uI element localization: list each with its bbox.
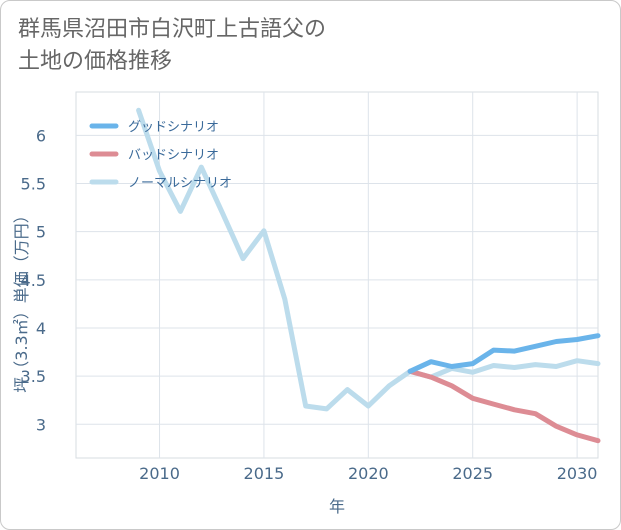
y-tick-label: 3.5: [21, 367, 46, 386]
series-line-1: [407, 368, 601, 444]
x-tick-label: 2010: [139, 464, 180, 483]
series-lines: [136, 107, 601, 444]
legend-item-2[interactable]: ノーマルシナリオ: [89, 176, 232, 191]
x-tick-label: 2020: [348, 464, 389, 483]
y-axis-ticks: 3 3.5 4 4.5 5 5.5 6: [21, 126, 46, 434]
legend-item-0[interactable]: グッドシナリオ: [89, 120, 219, 135]
y-tick-label: 6: [36, 126, 46, 145]
series-line-2: [136, 107, 601, 412]
y-tick-label: 5: [36, 223, 46, 242]
x-tick-label: 2030: [557, 464, 598, 483]
chart-title: 群馬県沼田市白沢町上古語父の 土地の価格推移: [18, 14, 326, 78]
y-tick-label: 4.5: [21, 271, 46, 290]
legend-label: グッドシナリオ: [128, 120, 219, 135]
x-tick-label: 2015: [244, 464, 285, 483]
y-tick-label: 3: [36, 415, 46, 434]
legend-label: バッドシナリオ: [128, 148, 219, 163]
x-axis-label: 年: [329, 497, 345, 516]
x-tick-label: 2025: [452, 464, 493, 483]
y-tick-label: 5.5: [21, 175, 46, 194]
series-line-0: [407, 333, 601, 374]
legend-item-1[interactable]: バッドシナリオ: [89, 148, 219, 163]
x-axis-ticks: 2010 2015 2020 2025 2030: [139, 464, 597, 483]
y-axis-label: 坪（3.3㎡）単価（万円）: [12, 207, 31, 392]
chart-title-line-1: 群馬県沼田市白沢町上古語父の: [18, 17, 327, 42]
grid-lines: [76, 92, 598, 458]
y-tick-label: 4: [36, 319, 46, 338]
chart-title-line-2: 土地の価格推移: [18, 49, 173, 74]
plot-area: [75, 91, 599, 459]
legend-label: ノーマルシナリオ: [128, 176, 232, 191]
